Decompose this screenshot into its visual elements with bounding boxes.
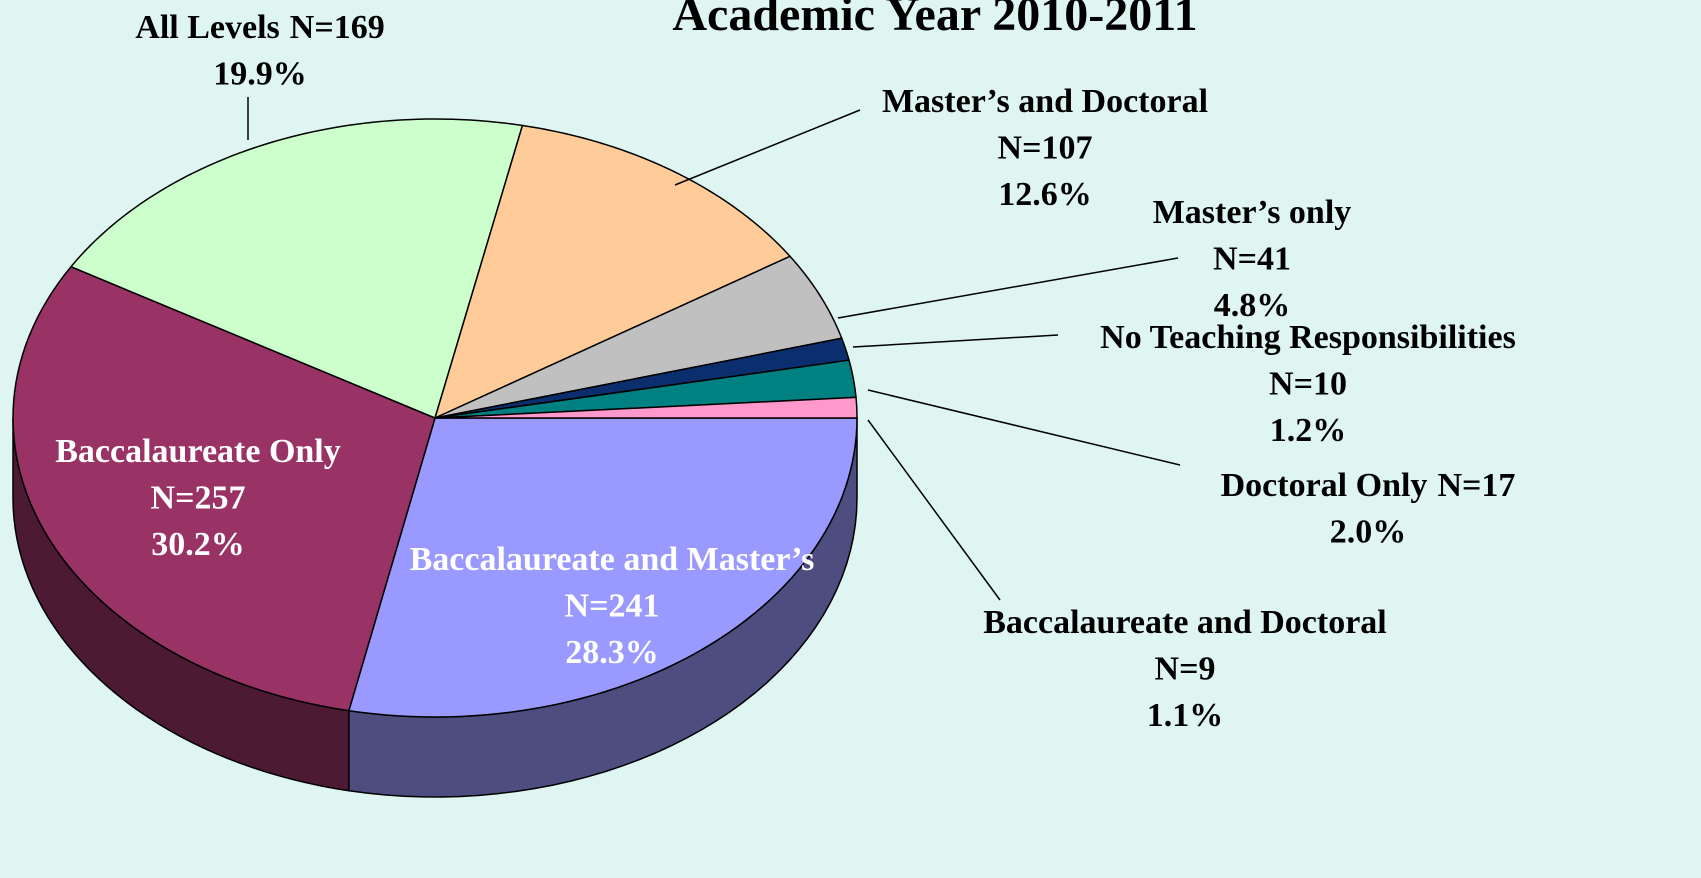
slice-label: Baccalaureate and Doctoral N=9 1.1% [983,604,1387,734]
slice-label: Master’s only N=41 4.8% [1153,194,1352,324]
slice-label: Master’s and Doctoral N=107 12.6% [882,83,1208,213]
category-label: Master’s and Doctoral [882,83,1208,120]
count-label: N=257 [151,480,246,517]
count-label: N=41 [1213,241,1291,278]
percent-label: 30.2% [151,526,245,563]
count-label: N=169 [290,9,385,46]
slice-label: No Teaching Responsibilities N=10 1.2% [1100,319,1516,449]
category-label: Master’s only [1153,194,1352,231]
leader-line [852,334,1059,348]
percent-label: 12.6% [998,176,1092,213]
slice-label: Baccalaureate and Master’s N=241 28.3% [410,541,815,671]
category-label: Baccalaureate and Master’s [410,541,815,578]
leader-line [867,389,1181,466]
percent-label: 28.3% [565,634,659,671]
slice [434,337,850,419]
percent-label: 1.1% [1147,697,1224,734]
percent-label: 1.2% [1270,412,1347,449]
slice-label: All Levels N=169 19.9% [135,9,384,93]
slice [434,359,857,419]
slice [12,265,436,712]
count-label: N=9 [1155,651,1216,688]
category-label: All Levels [135,9,279,46]
slice [69,118,524,420]
count-label: N=17 [1437,467,1515,504]
slice [433,124,792,420]
count-label: N=107 [998,130,1093,167]
count-label: N=10 [1269,366,1347,403]
leader-line [674,109,861,186]
category-label: No Teaching Responsibilities [1100,319,1516,356]
category-label: Baccalaureate and Doctoral [983,604,1387,641]
leader-line [837,257,1179,319]
slice-label: Doctoral Only N=17 2.0% [1221,467,1516,551]
category-label: Baccalaureate Only [55,433,341,470]
slice [434,396,858,419]
slice [434,255,843,419]
category-label: Doctoral Only [1221,467,1428,504]
percent-label: 19.9% [213,56,307,93]
pie-top [12,118,858,718]
percent-label: 4.8% [1214,287,1291,324]
slice [347,417,858,718]
count-label: N=241 [565,588,660,625]
slice-label: Baccalaureate Only N=257 30.2% [55,433,341,563]
percent-label: 2.0% [1330,514,1407,551]
chart-title: Academic Year 2010-2011 [672,0,1197,41]
leader-line [867,419,1001,601]
